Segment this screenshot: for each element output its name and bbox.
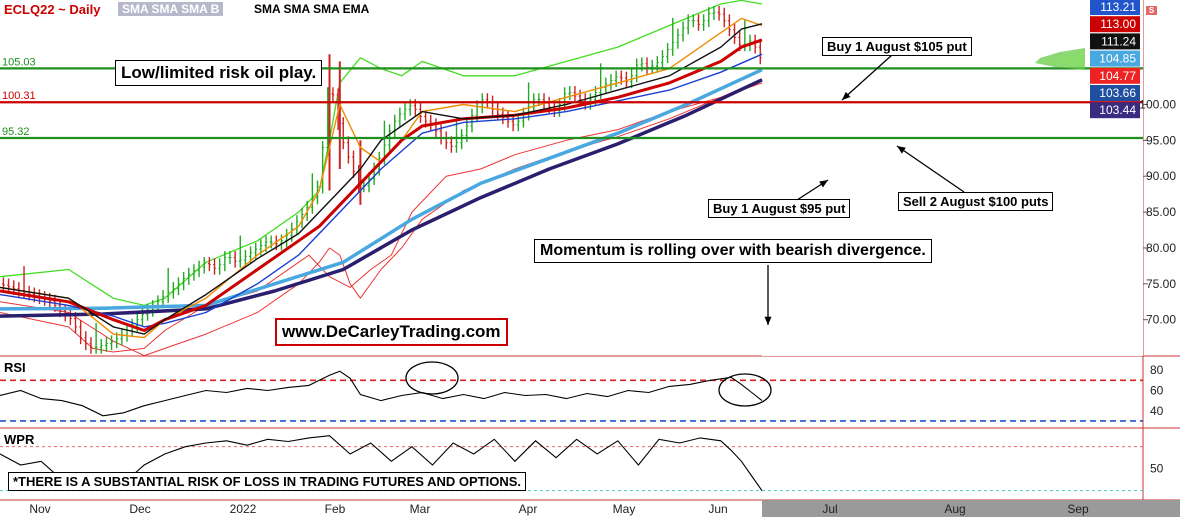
date-tick-label: Feb <box>325 502 346 516</box>
level-label: 95.32 <box>2 126 30 138</box>
price-tag <box>1090 0 1140 15</box>
price-tag-label: 104.77 <box>1099 69 1136 83</box>
rsi-tick-label: 60 <box>1150 383 1164 397</box>
series-sma-black <box>0 23 763 335</box>
price-tick-label: 80.00 <box>1146 241 1176 255</box>
price-tag-label: 103.44 <box>1099 103 1136 117</box>
price-tag-label: 104.85 <box>1099 52 1136 66</box>
series-ema-purple <box>0 78 763 318</box>
price-tag <box>1090 50 1140 67</box>
headline-box: Low/limited risk oil play. <box>115 60 323 86</box>
symbol-label[interactable]: ECLQ22 ~ Daily <box>4 2 101 17</box>
arrow-sell-puts-100 <box>896 145 965 193</box>
price-tick-label: 90.00 <box>1146 169 1176 183</box>
future-axis-shade <box>762 500 1180 517</box>
header-bar: ECLQ22 ~ Daily SMA SMA SMA B SMA SMA SMA… <box>0 0 370 18</box>
date-tick-label: Jul <box>822 502 837 516</box>
disclaimer-box: *THERE IS A SUBSTANTIAL RISK OF LOSS IN … <box>8 472 526 491</box>
moving-averages <box>0 17 763 339</box>
rsi-title: RSI <box>4 360 26 375</box>
rsi-line <box>0 370 763 417</box>
panel-control-button[interactable]: S <box>1146 6 1157 15</box>
price-tick-label: 100.00 <box>1139 97 1176 111</box>
price-tag <box>1090 16 1140 33</box>
arrow-buy-put-105-head <box>842 91 851 100</box>
date-tick-label: Nov <box>29 502 50 516</box>
price-tag <box>1090 85 1140 101</box>
buy-put-95-box: Buy 1 August $95 put <box>708 199 851 218</box>
arrow-buy-put-105 <box>841 54 893 101</box>
series-bollinger-lower <box>0 78 763 353</box>
rsi-highlight-march <box>405 361 459 395</box>
price-tag <box>1090 67 1140 84</box>
price-tick-label: 85.00 <box>1146 205 1176 219</box>
date-tick-label: Aug <box>944 502 965 516</box>
rsi-tick-label: 80 <box>1150 363 1164 377</box>
date-tick-label: Sep <box>1067 502 1089 516</box>
price-tick-label: 70.00 <box>1146 313 1176 327</box>
rsi-highlight-june <box>718 373 772 407</box>
level-label: 105.03 <box>2 56 36 68</box>
arrow-buy-put-95-head <box>819 180 828 188</box>
series-sma-long-lightblue <box>0 68 763 311</box>
date-axis: Nov Dec 2022 Feb Mar Apr May Jun Jul Aug Sep <box>29 502 1089 516</box>
date-tick-label: 2022 <box>230 502 257 516</box>
price-tag <box>1090 102 1140 119</box>
price-tick-label: 75.00 <box>1146 277 1176 291</box>
level-label: 100.31 <box>2 90 36 102</box>
price-tags: 113.21 113.00 111.24 104.85 104.77 103.66 103.… <box>1090 0 1140 119</box>
buy-put-105-box: Buy 1 August $105 put <box>822 37 972 56</box>
rsi-panel: RSI 40 60 80 <box>0 360 1164 422</box>
arrow-momentum-head <box>764 316 772 325</box>
series-sma-red <box>0 38 763 332</box>
date-tick-label: Jun <box>708 502 727 516</box>
wpr-title: WPR <box>4 432 35 447</box>
right-axis <box>1143 0 1180 517</box>
price-tag-label: 111.24 <box>1101 34 1136 48</box>
price-tick-label: 95.00 <box>1146 133 1176 147</box>
price-axis-ticks: 70.00 75.00 80.00 85.00 90.00 95.00 100.00 <box>1139 97 1176 326</box>
price-tag-label: 113.21 <box>1100 0 1136 14</box>
studies-tab[interactable]: SMA SMA SMA B <box>118 2 224 16</box>
annotation-arrows <box>764 54 965 325</box>
series-thin-red <box>0 82 763 357</box>
date-tick-label: Mar <box>410 502 431 516</box>
sell-puts-100-box: Sell 2 August $100 puts <box>898 192 1054 211</box>
arrow-sell-puts-100-head <box>897 146 906 154</box>
date-tick-label: Dec <box>129 502 150 516</box>
price-tag <box>1090 33 1140 50</box>
price-tag-label: 113.00 <box>1100 17 1136 31</box>
wpr-tick-label: 50 <box>1150 462 1164 476</box>
date-tick-label: May <box>613 502 636 516</box>
rsi-tick-label: 40 <box>1150 404 1164 418</box>
price-tag-label: 103.66 <box>1099 86 1136 100</box>
momentum-box: Momentum is rolling over with bearish di… <box>534 239 932 263</box>
date-tick-label: Apr <box>519 502 538 516</box>
website-box: www.DeCarleyTrading.com <box>275 318 508 346</box>
series-sma-orange <box>0 17 763 339</box>
studies-list: SMA SMA SMA EMA <box>254 2 370 16</box>
volume-profile <box>1035 48 1085 70</box>
